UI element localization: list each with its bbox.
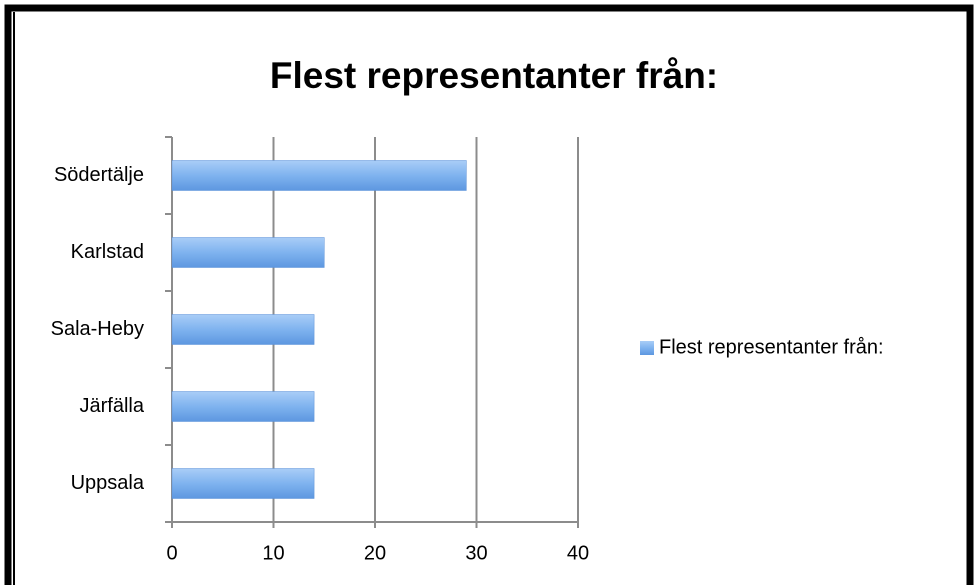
bar bbox=[171, 314, 315, 345]
x-tick-label: 20 bbox=[364, 542, 386, 564]
bar bbox=[171, 468, 315, 499]
x-tick-label: 40 bbox=[567, 542, 589, 564]
x-tick-label: 30 bbox=[465, 542, 487, 564]
y-tick-label: Järfälla bbox=[80, 395, 145, 417]
y-tick-label: Sala-Heby bbox=[51, 318, 144, 340]
bar bbox=[171, 160, 467, 191]
y-tick-label: Södertälje bbox=[54, 164, 144, 186]
y-tick-label: Uppsala bbox=[71, 472, 145, 494]
x-tick-label: 0 bbox=[166, 542, 177, 564]
chart-title: Flest representanter från: bbox=[270, 55, 718, 96]
bar bbox=[171, 391, 315, 422]
y-tick-label: Karlstad bbox=[71, 241, 144, 263]
legend-marker bbox=[640, 341, 654, 355]
legend-label: Flest representanter från: bbox=[659, 336, 884, 358]
x-tick-label: 10 bbox=[262, 542, 284, 564]
frame bbox=[4, 4, 974, 585]
bar bbox=[171, 237, 325, 268]
